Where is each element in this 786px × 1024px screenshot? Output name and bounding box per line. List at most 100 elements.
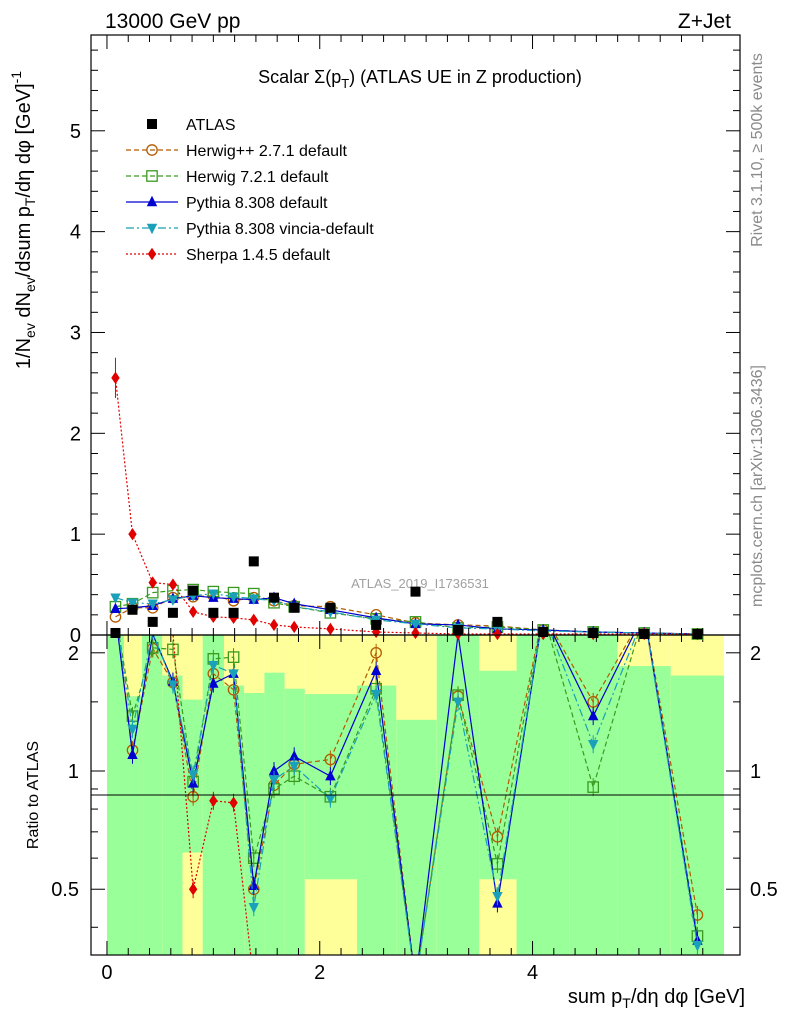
y-tick-label: 0 <box>70 625 81 647</box>
main-point <box>147 599 158 610</box>
ratio-panel: 0.5 0.5 1 1 2 2 0 2 4 Ratio to ATLAS <box>25 634 778 984</box>
ratio-point <box>227 683 240 696</box>
ratio-point <box>268 775 280 786</box>
legend-marker <box>146 223 158 235</box>
main-line-4 <box>114 377 698 635</box>
green-band <box>162 675 183 955</box>
ratio-point <box>370 646 382 659</box>
legend-marker <box>146 170 158 182</box>
ratio-point <box>188 883 198 896</box>
atlas-data-points <box>110 556 703 639</box>
svg-text:1/Nev dNev/dsum pT/dη dφ [GeV: 1/Nev dNev/dsum pT/dη dφ [GeV]-1 <box>8 71 38 369</box>
legend-label: Pythia 8.308 default <box>186 195 328 212</box>
atlas-point <box>188 585 199 596</box>
legend-marker <box>147 247 157 261</box>
ratio-point <box>208 677 219 688</box>
atlas-point <box>110 627 121 638</box>
ratio-point <box>229 796 238 809</box>
ratio-point <box>209 794 218 807</box>
ratio-point <box>587 709 599 721</box>
ratio-point <box>127 748 138 759</box>
main-point <box>493 627 502 641</box>
main-point <box>188 605 198 619</box>
main-point <box>290 620 299 634</box>
ratio-point <box>452 697 464 709</box>
x-tick-label: 4 <box>527 962 538 984</box>
ratio-point <box>370 664 382 675</box>
main-point <box>228 592 239 603</box>
main-point <box>111 371 120 385</box>
legend-label-atlas: ATLAS <box>186 117 236 134</box>
legend-label: Herwig 7.2.1 default <box>186 169 329 186</box>
atlas-point <box>453 624 464 635</box>
ratio-point <box>492 891 503 903</box>
green-band <box>479 670 517 880</box>
atlas-point <box>538 626 549 637</box>
main-point <box>110 593 121 604</box>
main-point <box>208 589 219 600</box>
main-line-0 <box>115 595 698 635</box>
ratio-point <box>325 794 336 805</box>
ratio-tick-label-right: 1 <box>750 761 761 783</box>
main-point <box>411 626 420 640</box>
ratio-point <box>227 651 240 663</box>
ratio-point <box>324 753 337 766</box>
legend-marker <box>146 195 158 207</box>
main-point <box>167 595 179 606</box>
y-axis-label: 1/Nev dNev/dsum pT/dη dφ [GeV]-1 <box>8 71 38 369</box>
ratio-point <box>692 941 703 952</box>
main-point <box>248 594 259 605</box>
ratio-point <box>289 750 300 761</box>
main-line-2 <box>115 595 698 635</box>
y-tick-label: 2 <box>70 423 81 445</box>
chart-title: Scalar Σ(pT) (ATLAS UE in Z production) <box>258 67 582 91</box>
atlas-point <box>208 607 219 618</box>
legend-label: Pythia 8.308 vincia-default <box>186 221 374 238</box>
ratio-point <box>187 770 199 781</box>
y-tick-label: 1 <box>70 524 81 546</box>
ratio-point <box>167 680 179 691</box>
watermark: ATLAS_2019_I1736531 <box>351 576 489 591</box>
green-band <box>284 688 305 955</box>
ratio-tick-label-left: 1 <box>68 761 79 783</box>
main-panel: ATLAS_2019_I1736531 0 1 2 3 4 5 Scalar Σ(pT) … <box>8 34 741 647</box>
main-point <box>371 625 381 639</box>
main-point <box>168 578 178 591</box>
ratio-point <box>167 643 179 656</box>
ratio-series-group <box>117 635 704 955</box>
atlas-point <box>588 627 599 638</box>
y-tick-label: 3 <box>70 322 81 344</box>
ratio-point <box>228 669 239 680</box>
legend: ATLAS Herwig++ 2.7.1 default Herwig 7.2.1 … <box>126 117 374 264</box>
main-point <box>127 598 138 609</box>
ratio-point <box>289 761 300 773</box>
atlas-point <box>268 592 279 603</box>
ratio-point <box>268 764 280 776</box>
legend-marker-atlas <box>147 119 157 129</box>
ratio-tick-label-left: 2 <box>68 643 79 665</box>
ratio-tick-label-left: 0.5 <box>51 879 79 901</box>
ratio-point <box>587 696 600 708</box>
x-tick-label: 2 <box>314 962 325 984</box>
header-left: 13000 GeV pp <box>105 10 240 33</box>
atlas-point <box>371 619 382 630</box>
ratio-tick-label-right: 0.5 <box>750 879 778 901</box>
ratio-tick-label-right: 2 <box>750 643 761 665</box>
atlas-point <box>325 602 336 613</box>
ratio-point <box>370 689 382 701</box>
main-point <box>410 619 421 631</box>
main-ticks: 0 1 2 3 4 5 <box>70 35 740 647</box>
side-text-top: Rivet 3.1.10, ≥ 500k events <box>749 53 766 247</box>
atlas-point <box>248 556 259 567</box>
ratio-point <box>248 879 259 891</box>
atlas-point <box>639 628 650 639</box>
main-point <box>148 576 157 589</box>
main-frame <box>90 34 741 636</box>
atlas-point <box>147 616 158 627</box>
ratio-clipped <box>117 635 704 955</box>
ratio-point <box>325 770 336 781</box>
main-point <box>110 602 121 613</box>
main-series-group <box>109 357 704 641</box>
ratio-point <box>491 830 504 843</box>
